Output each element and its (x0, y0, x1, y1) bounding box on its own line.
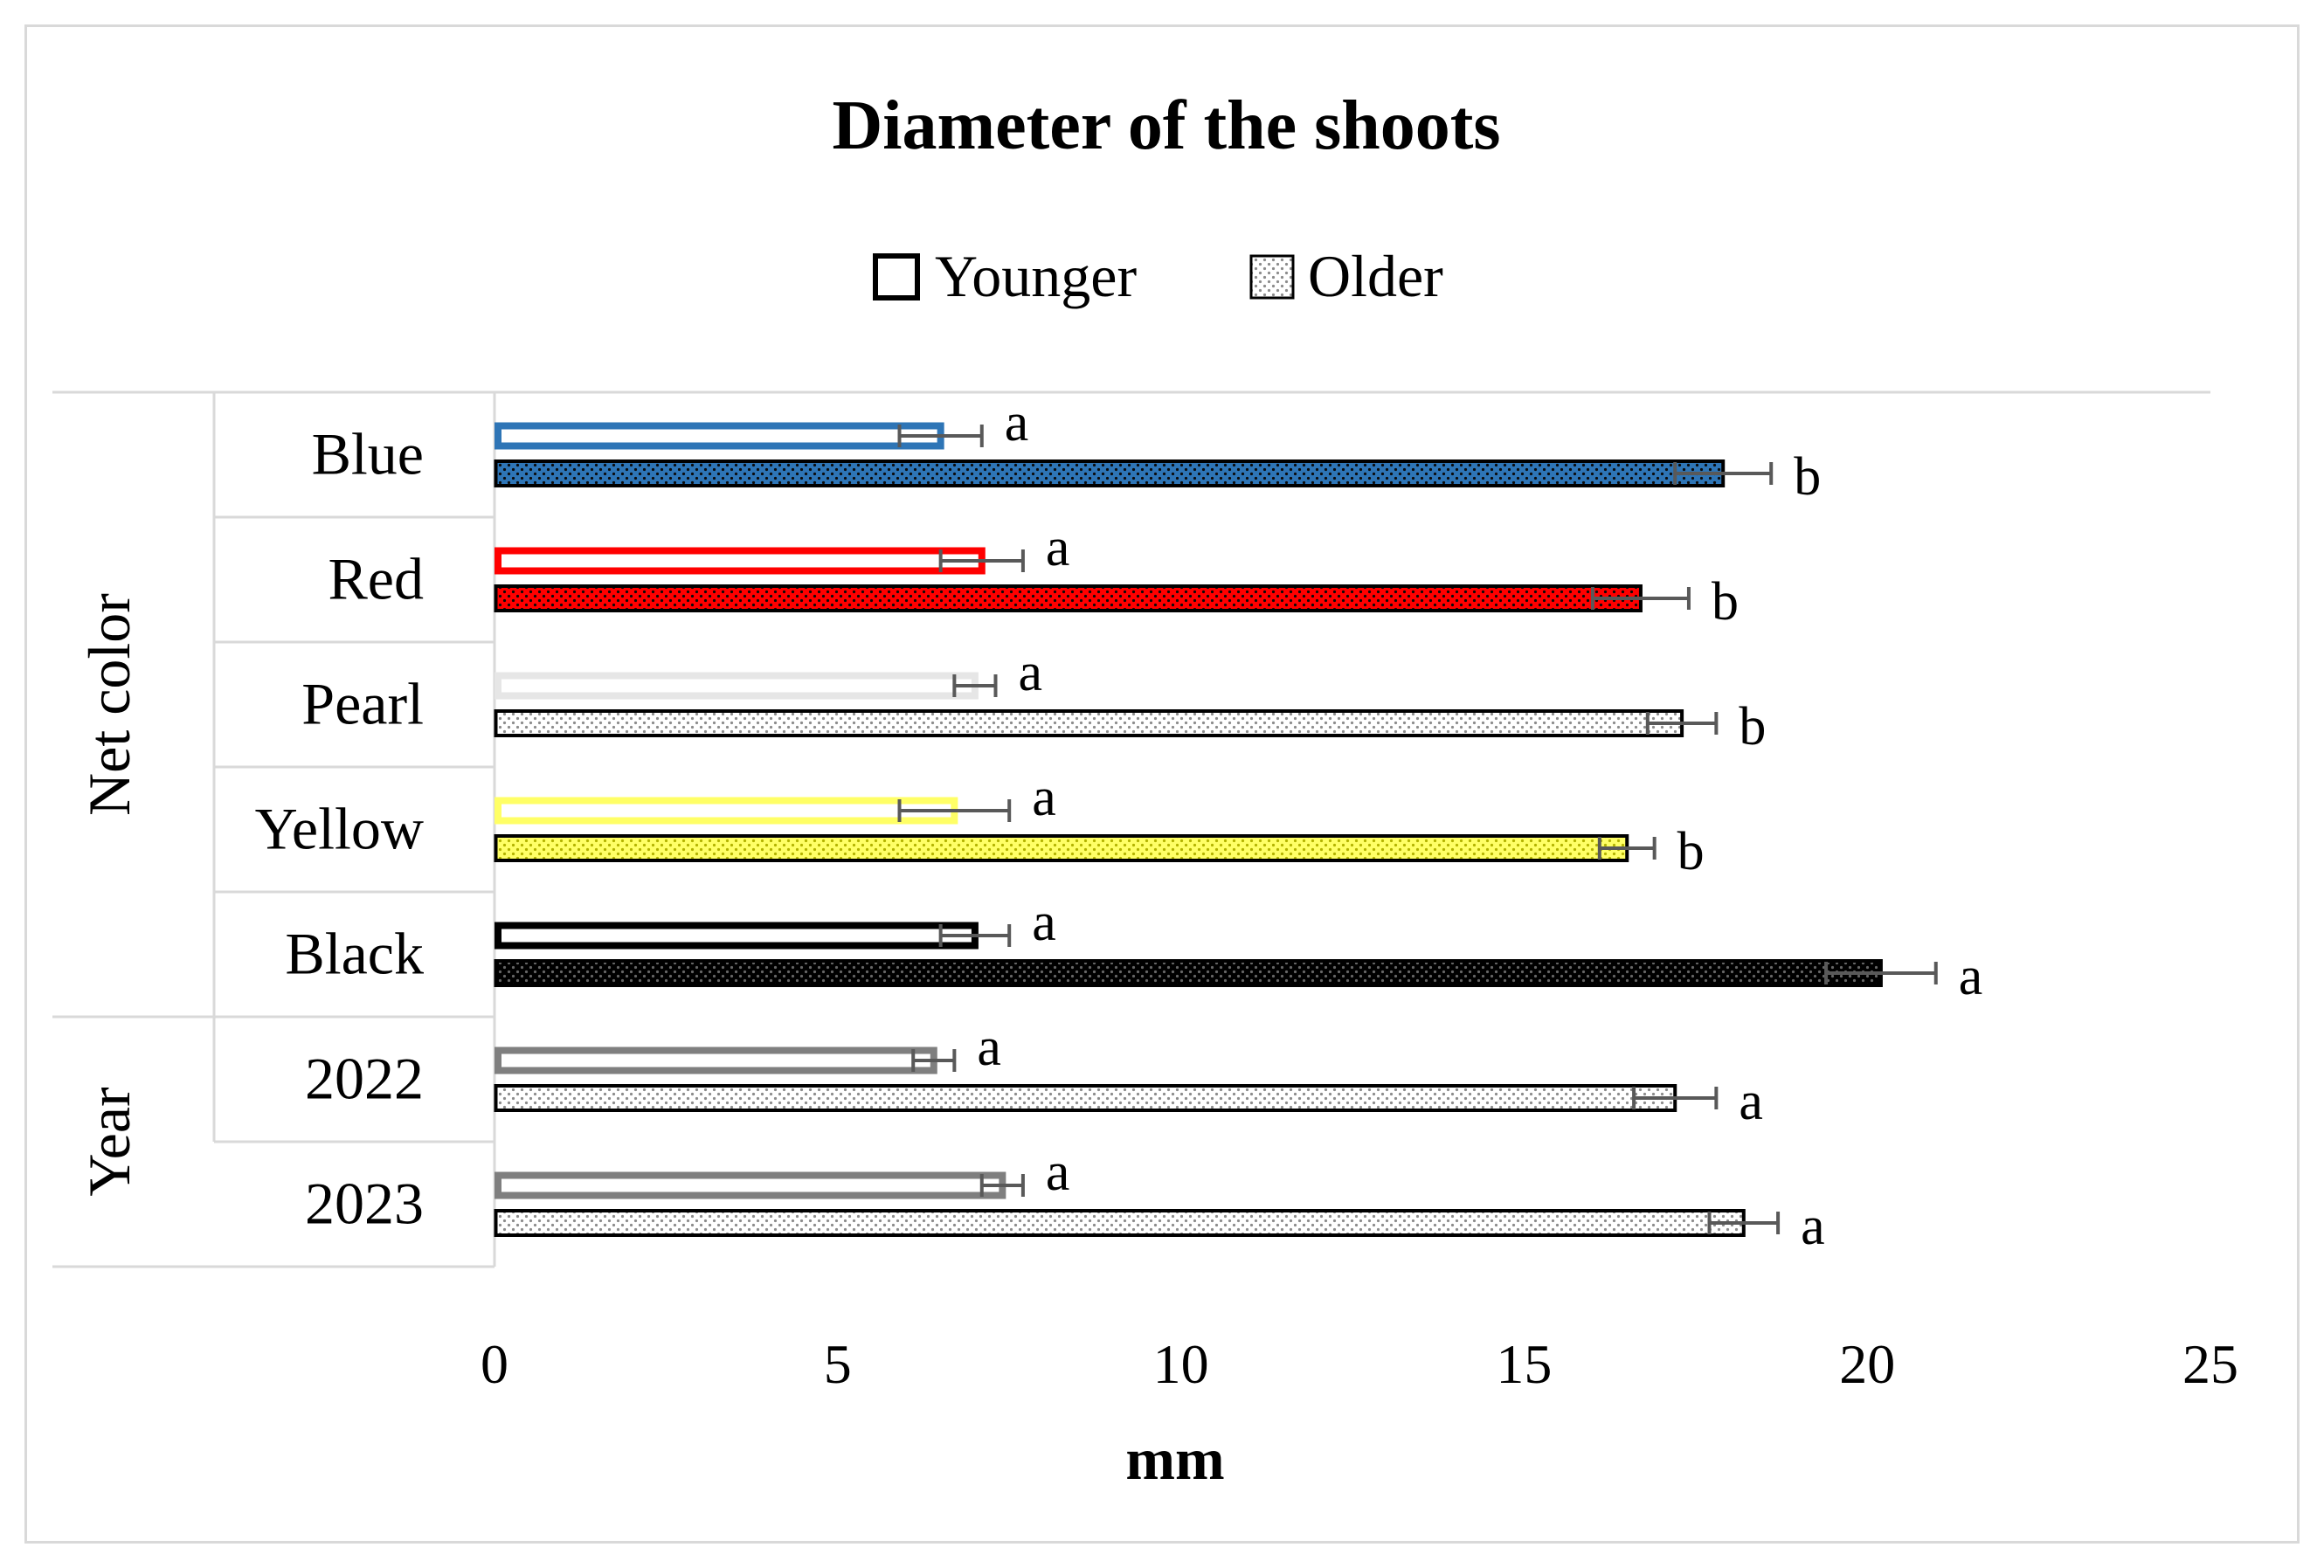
bar-younger-pearl (495, 672, 979, 700)
error-bar-younger-2023 (979, 1174, 1025, 1197)
error-bar-older-2022 (1632, 1087, 1719, 1109)
error-bar-older-black (1824, 962, 1938, 984)
sig-letter-younger-blue: a (1005, 393, 1029, 452)
bar-younger-red (495, 547, 986, 575)
sig-letter-older-yellow: b (1677, 822, 1705, 881)
sig-letter-younger-2022: a (977, 1018, 1001, 1077)
legend-label-older: Older (1308, 243, 1443, 309)
error-bar-younger-pearl (952, 674, 998, 697)
bar-older-black (494, 959, 1883, 987)
group-label-year: Year (76, 1087, 142, 1197)
bars: a b a b a b a b a a a a a a (494, 393, 1983, 1256)
category-label-2022: 2022 (305, 1046, 424, 1112)
error-bar-older-pearl (1645, 712, 1719, 735)
sig-letter-older-blue: b (1794, 447, 1821, 507)
x-axis-ticks: 0 5 10 15 20 25 (481, 1333, 2238, 1395)
category-label-yellow: Yellow (255, 796, 424, 862)
legend-label-younger: Younger (935, 243, 1137, 309)
chart-frame (24, 24, 2300, 1544)
sig-letter-older-pearl: b (1739, 697, 1766, 756)
sig-letter-older-black: a (1959, 947, 1983, 1006)
legend: Younger Older (873, 243, 1443, 309)
error-bar-older-yellow (1597, 837, 1657, 860)
x-axis-label: mm (1125, 1426, 1224, 1492)
error-bar-older-blue (1673, 462, 1774, 485)
bar-older-2022 (494, 1084, 1677, 1112)
bar-older-2023 (494, 1209, 1746, 1237)
sig-letter-older-2023: a (1801, 1197, 1825, 1256)
chart-title: Diameter of the shoots (832, 87, 1500, 164)
category-label-blue: Blue (312, 421, 424, 487)
category-table: Net color Year Blue Red Pearl Yellow Black 2022… (52, 390, 2210, 1268)
x-tick-label-0: 0 (481, 1333, 508, 1395)
legend-swatch-younger (873, 253, 920, 300)
x-tick-label-15: 15 (1496, 1333, 1552, 1395)
category-label-red: Red (328, 546, 424, 612)
category-label-pearl: Pearl (301, 671, 424, 737)
bar-older-yellow (494, 834, 1629, 862)
error-bar-younger-black (938, 924, 1012, 947)
category-label-2023: 2023 (305, 1171, 424, 1237)
x-tick-label-25: 25 (2182, 1333, 2238, 1395)
error-bar-younger-2022 (911, 1049, 957, 1072)
error-bar-older-red (1590, 587, 1691, 610)
bar-younger-2022 (495, 1046, 937, 1074)
error-bar-younger-red (938, 549, 1025, 572)
bar-younger-blue (495, 422, 944, 450)
sig-letter-older-red: b (1712, 572, 1739, 632)
x-tick-label-20: 20 (1839, 1333, 1895, 1395)
sig-letter-older-2022: a (1739, 1072, 1763, 1131)
sig-letter-younger-pearl: a (1018, 643, 1042, 702)
bar-younger-yellow (495, 797, 958, 825)
bar-younger-black (495, 922, 979, 950)
bar-older-red (494, 584, 1643, 612)
bar-younger-2023 (495, 1171, 1006, 1199)
bar-older-blue (494, 459, 1726, 487)
sig-letter-younger-red: a (1046, 518, 1070, 577)
error-bar-younger-yellow (897, 799, 1012, 822)
group-label-net-color: Net color (76, 593, 142, 816)
sig-letter-younger-2023: a (1046, 1143, 1070, 1202)
error-bar-older-2023 (1707, 1212, 1781, 1234)
x-tick-label-5: 5 (824, 1333, 852, 1395)
sig-letter-younger-black: a (1032, 893, 1056, 952)
x-tick-label-10: 10 (1153, 1333, 1209, 1395)
legend-swatch-older (1249, 254, 1295, 300)
category-label-black: Black (285, 921, 424, 987)
error-bar-younger-blue (897, 425, 984, 447)
bar-older-pearl (494, 709, 1684, 737)
sig-letter-younger-yellow: a (1032, 768, 1056, 827)
